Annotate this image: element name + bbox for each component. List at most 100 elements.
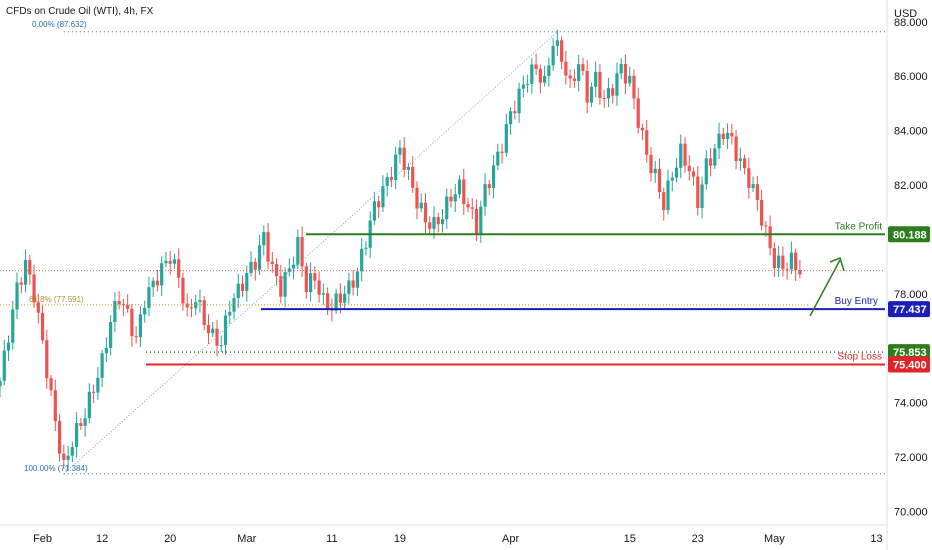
candle: [240, 275, 245, 297]
candle: [249, 251, 253, 277]
candle-body: [57, 421, 62, 454]
candle: [577, 54, 581, 92]
time-tick-label: 23: [692, 533, 704, 545]
candle: [143, 300, 147, 323]
candle: [287, 258, 291, 277]
candle: [525, 74, 530, 93]
price-tick-label: 72.000: [894, 452, 928, 464]
candle: [691, 167, 696, 186]
candle: [653, 160, 657, 183]
candle: [772, 242, 776, 278]
candle: [83, 408, 87, 437]
buy-entry-label: Buy Entry: [835, 296, 878, 307]
candle-body: [611, 88, 615, 96]
candle: [11, 300, 15, 350]
time-tick-label: 11: [326, 533, 337, 545]
candle: [794, 248, 798, 282]
candle: [466, 197, 470, 213]
candle: [45, 329, 49, 390]
candle-body: [377, 201, 381, 208]
candle-body: [504, 124, 508, 153]
candle-body: [364, 247, 368, 249]
candle-body: [92, 391, 96, 393]
candle: [411, 156, 415, 193]
candle: [445, 188, 449, 229]
candle: [283, 267, 287, 308]
candle: [538, 64, 542, 94]
candle: [66, 445, 70, 470]
candle: [219, 335, 223, 353]
candle-body: [538, 68, 542, 83]
candle-body: [198, 300, 202, 303]
candle-body: [768, 226, 772, 249]
candle: [491, 155, 496, 199]
currency-label[interactable]: USD: [894, 8, 917, 20]
candle-body: [96, 377, 100, 393]
candle: [394, 146, 398, 190]
time-axis[interactable]: Feb 12 20 Mar 11 19 Apr 15 23 May 13: [33, 533, 883, 545]
candle-body: [640, 127, 645, 131]
candle: [619, 57, 623, 80]
candle-body: [789, 252, 793, 270]
candle-body: [798, 270, 802, 275]
candle-body: [164, 260, 168, 264]
candle-body: [372, 201, 377, 221]
time-tick-label: 19: [394, 533, 406, 545]
candle: [40, 305, 45, 344]
candle-body: [202, 300, 206, 326]
candle: [138, 305, 143, 348]
candle: [521, 75, 525, 98]
candle: [555, 29, 559, 57]
candle-body: [66, 455, 70, 460]
price-tag: 77.437: [888, 301, 930, 318]
candle-body: [334, 293, 338, 311]
candle-body: [479, 206, 483, 234]
candle: [215, 319, 219, 357]
candle-body: [160, 263, 164, 286]
candle: [734, 129, 738, 170]
candle: [0, 377, 2, 398]
candle: [130, 303, 134, 347]
price-tick-label: 70.000: [894, 506, 928, 518]
candle: [304, 262, 308, 299]
price-tag-box: [888, 344, 930, 361]
candle: [96, 367, 100, 400]
price-tick-label: 78.000: [894, 289, 928, 301]
candle: [202, 296, 206, 330]
candle: [568, 69, 572, 88]
candle: [738, 147, 742, 171]
candle-body: [764, 225, 768, 227]
candle-body: [155, 280, 160, 286]
candle-body: [432, 217, 436, 229]
price-tick-label: 88.000: [894, 17, 928, 29]
candle-body: [236, 283, 240, 299]
candle-body: [543, 75, 547, 83]
candle-body: [355, 271, 360, 288]
candle: [713, 143, 717, 170]
candle-body: [453, 194, 457, 202]
candle: [291, 256, 296, 280]
candle-body: [632, 75, 636, 99]
candle-body: [309, 273, 313, 293]
candle: [487, 179, 491, 196]
candle: [768, 215, 772, 256]
candle-body: [2, 350, 6, 381]
candle: [449, 188, 453, 208]
candle-body: [517, 88, 521, 114]
candle: [415, 181, 419, 220]
candle: [117, 291, 121, 310]
candle-body: [730, 132, 734, 137]
candle: [534, 53, 538, 75]
candle-body: [406, 166, 411, 170]
candle-body: [211, 328, 215, 334]
candle-body: [23, 260, 28, 285]
candle-body: [555, 40, 559, 47]
price-tag-box: [888, 226, 930, 243]
candle: [134, 326, 138, 344]
candle-body: [602, 97, 606, 99]
candle-body: [215, 328, 219, 346]
candle: [300, 226, 304, 277]
candle: [236, 273, 240, 309]
